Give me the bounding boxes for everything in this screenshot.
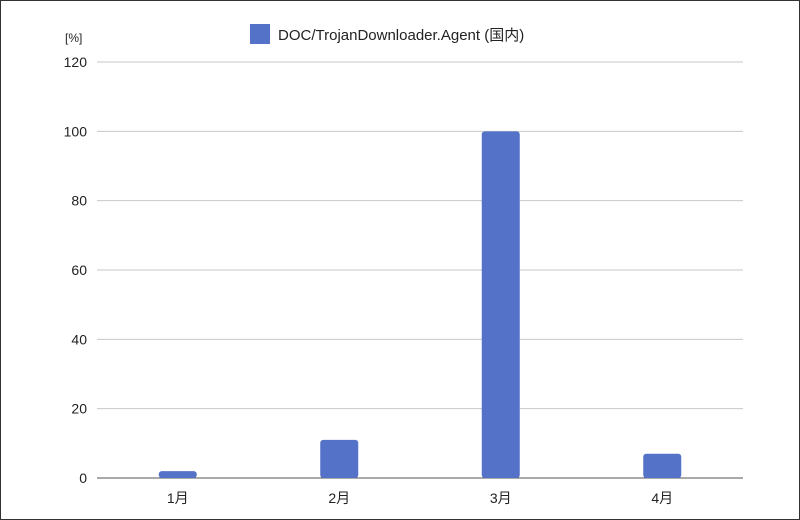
y-tick-label: 40	[71, 331, 87, 347]
x-tick-label: 1月	[167, 490, 189, 506]
bar	[158, 471, 197, 478]
y-axis: 0 20 40 60 80 100 120	[64, 54, 88, 486]
bar	[643, 453, 682, 478]
bars	[158, 131, 682, 479]
y-tick-label: 0	[79, 470, 87, 486]
legend-swatch	[250, 24, 270, 44]
bar	[320, 439, 359, 478]
x-axis: 1月 2月 3月 4月	[167, 490, 673, 506]
y-tick-label: 60	[71, 262, 87, 278]
x-tick-label: 4月	[651, 490, 673, 506]
y-tick-label: 20	[71, 401, 87, 417]
x-tick-label: 2月	[328, 490, 350, 506]
legend: DOC/TrojanDownloader.Agent (国内)	[250, 24, 524, 44]
grid	[97, 61, 743, 479]
y-tick-label: 100	[64, 123, 88, 139]
x-tick-label: 3月	[490, 490, 512, 506]
legend-label: DOC/TrojanDownloader.Agent (国内)	[278, 27, 524, 44]
y-axis-unit-label: [%]	[65, 31, 82, 45]
y-tick-label: 120	[64, 54, 88, 70]
bar	[481, 131, 520, 479]
y-tick-label: 80	[71, 193, 87, 209]
